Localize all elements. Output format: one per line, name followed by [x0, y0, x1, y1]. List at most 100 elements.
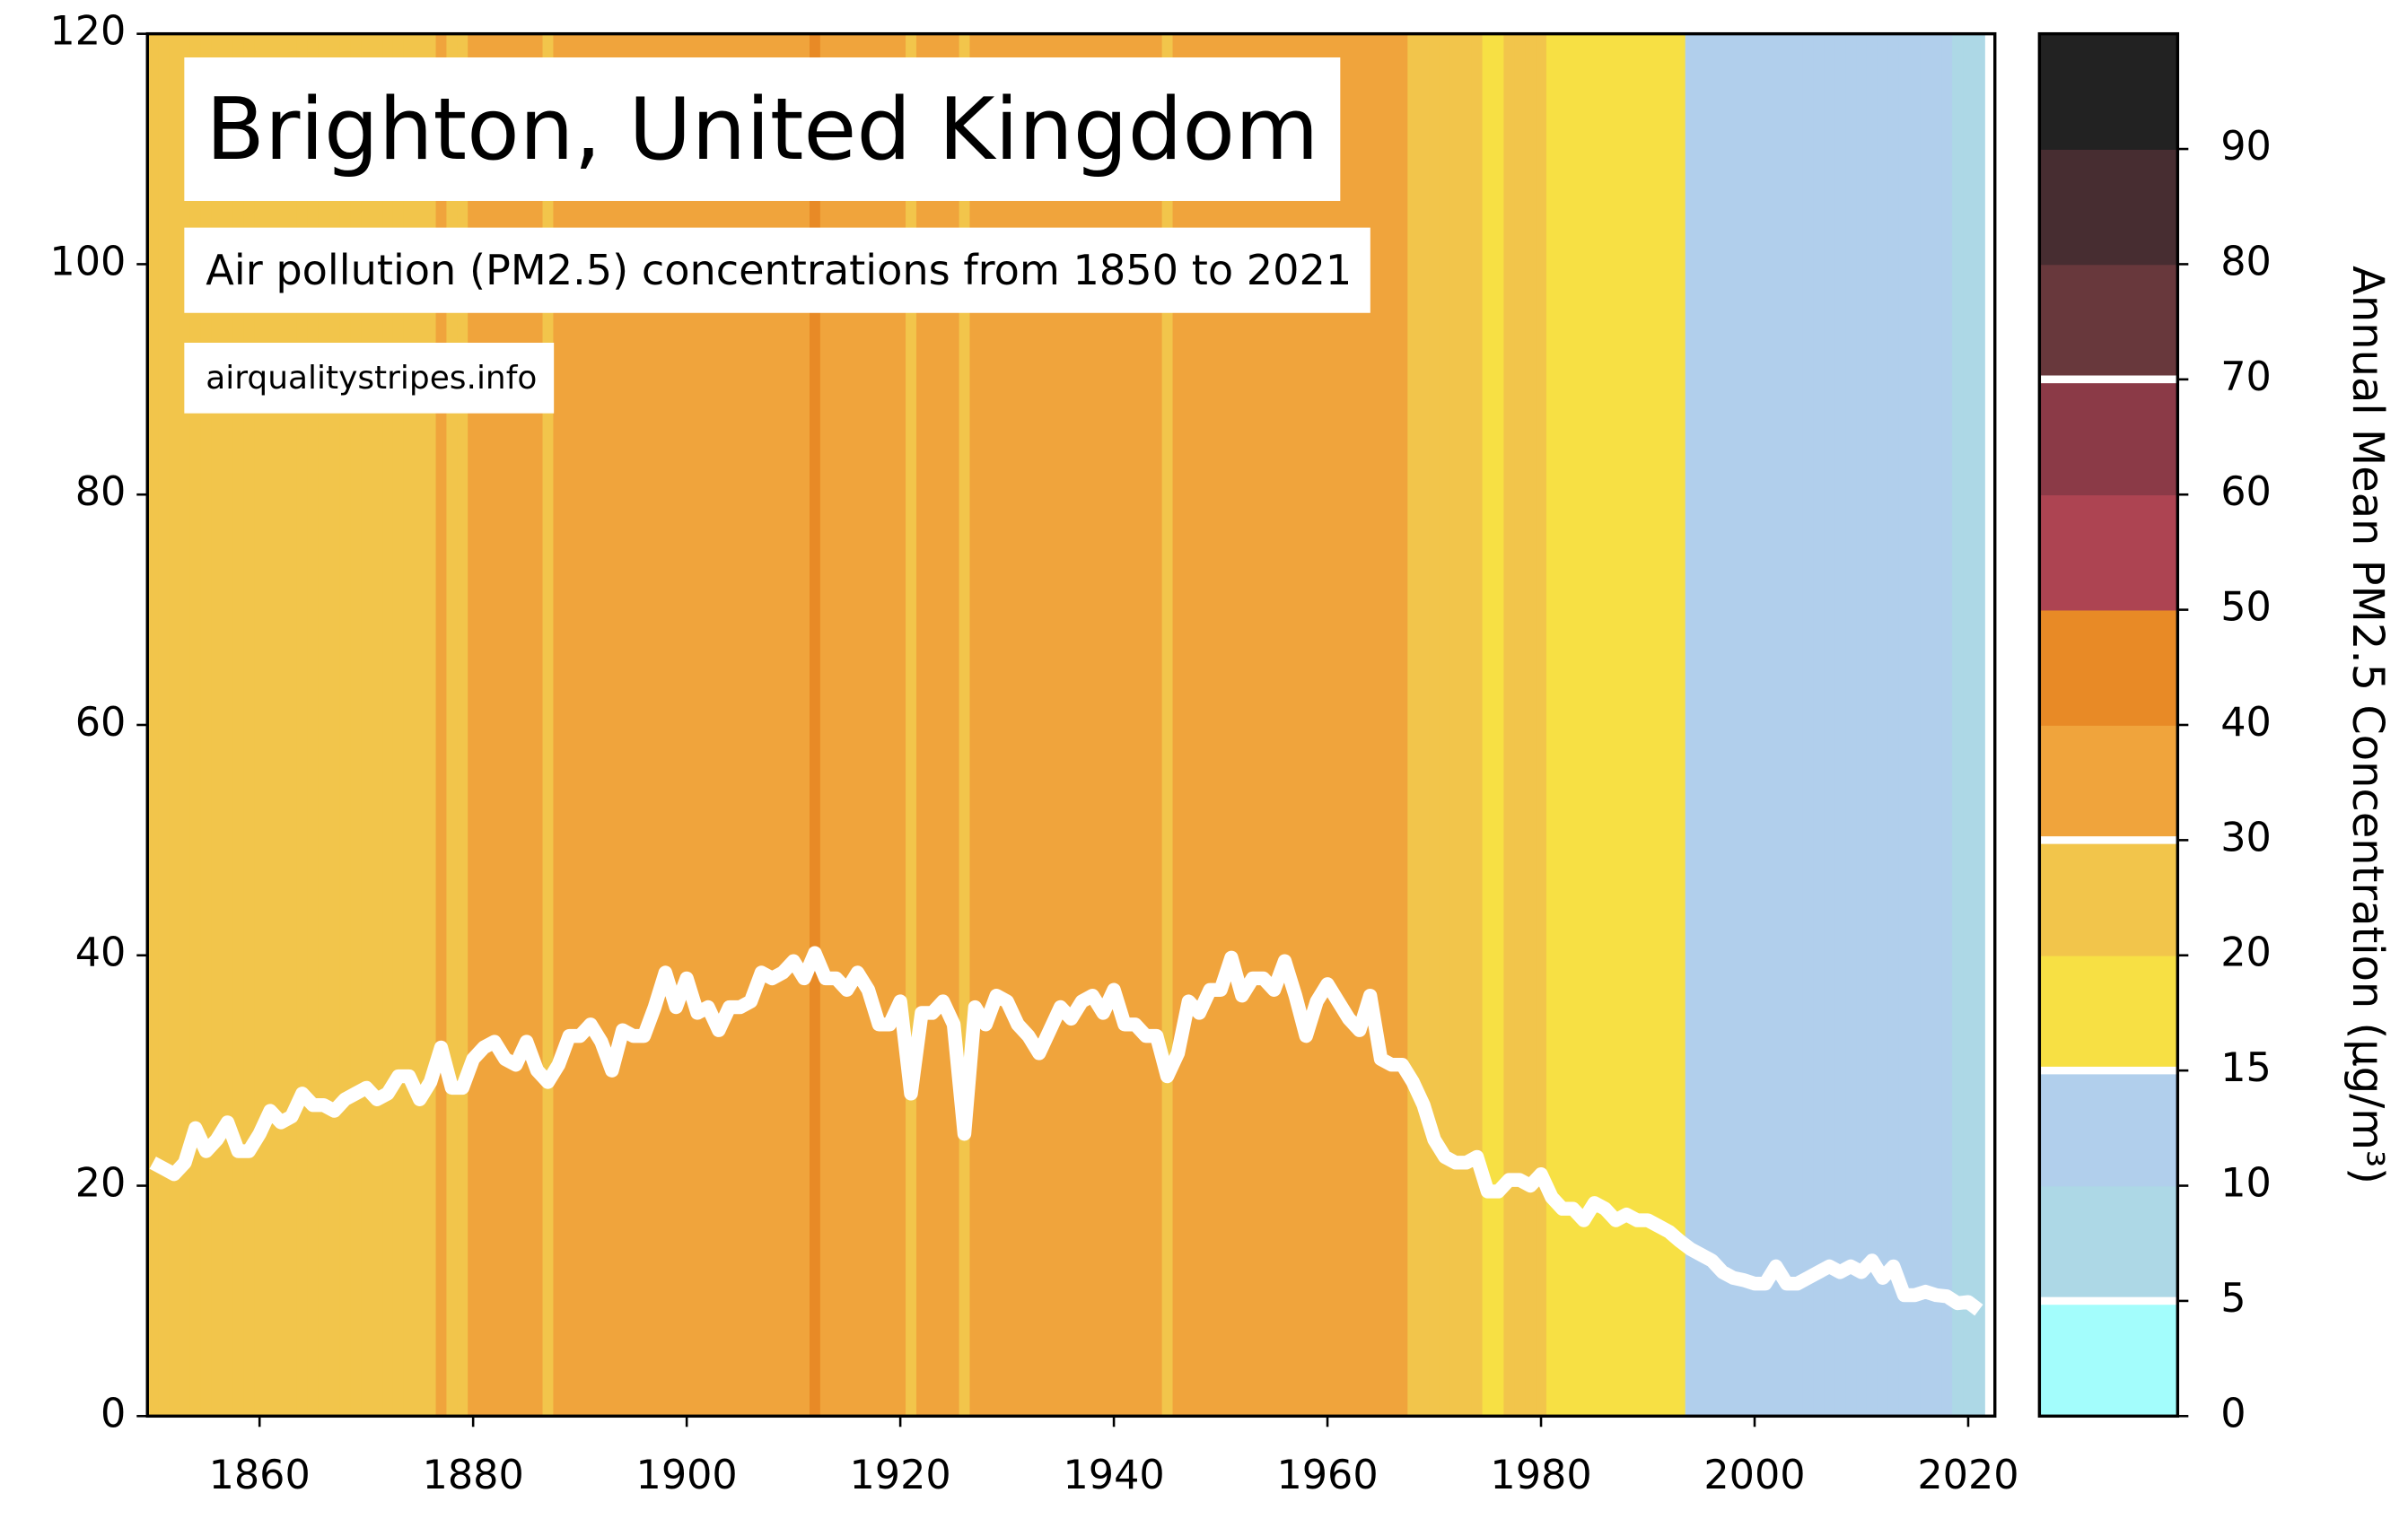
stripe: [1931, 33, 1943, 1417]
stripe: [1749, 33, 1761, 1417]
stripe: [1375, 33, 1388, 1417]
stripe: [169, 33, 180, 1417]
stripe: [1813, 33, 1826, 1417]
stripe: [1108, 33, 1121, 1417]
stripe: [1952, 33, 1965, 1417]
stripe: [1834, 33, 1847, 1417]
stripe: [1685, 33, 1697, 1417]
stripe: [1268, 33, 1281, 1417]
stripe: [1429, 33, 1441, 1417]
y-tick-label: 100: [49, 239, 126, 284]
x-tick-label: 1940: [1063, 1453, 1164, 1498]
title-box: [184, 57, 1341, 201]
stripe: [1343, 33, 1355, 1417]
stripe: [1536, 33, 1548, 1417]
x-tick-label: 1960: [1276, 1453, 1378, 1498]
colorbar-segment: [2039, 1070, 2178, 1187]
stripe: [1845, 33, 1858, 1417]
colorbar-tick-label: 40: [2220, 700, 2272, 746]
stripe: [1449, 33, 1462, 1417]
stripe: [1887, 33, 1900, 1417]
stripe: [1621, 33, 1633, 1417]
stripe: [1781, 33, 1793, 1417]
stripe: [1898, 33, 1911, 1417]
stripe: [1022, 33, 1035, 1417]
colorbar-segment: [2039, 1185, 2178, 1302]
stripe: [1941, 33, 1954, 1417]
colorbar-tick-label: 20: [2220, 930, 2272, 976]
title-boxes: Brighton, United Kingdom Air pollution (…: [184, 57, 1370, 414]
subtitle-box: [184, 227, 1370, 313]
stripe: [1397, 33, 1409, 1417]
stripe: [1353, 33, 1366, 1417]
stripe: [1236, 33, 1248, 1417]
colorbar-segment: [2039, 955, 2178, 1072]
stripe: [745, 33, 757, 1417]
stripe: [819, 33, 832, 1417]
stripe: [1055, 33, 1067, 1417]
stripe: [1407, 33, 1420, 1417]
colorbar-tick-label: 50: [2220, 585, 2272, 631]
x-tick-label: 1860: [209, 1453, 311, 1498]
stripe: [1119, 33, 1131, 1417]
stripe: [937, 33, 950, 1417]
stripe: [1525, 33, 1537, 1417]
stripe: [1129, 33, 1142, 1417]
x-tick-label: 1980: [1490, 1453, 1591, 1498]
stripe: [1909, 33, 1922, 1417]
colorbar-tick-label: 30: [2220, 815, 2272, 860]
x-tick-label: 2020: [1917, 1453, 2018, 1498]
colorbar-tick-label: 10: [2220, 1161, 2272, 1207]
stripe: [670, 33, 683, 1417]
stripe: [723, 33, 736, 1417]
stripe: [1012, 33, 1024, 1417]
x-tick-label: 1900: [636, 1453, 738, 1498]
stripe: [884, 33, 897, 1417]
stripe: [585, 33, 598, 1417]
stripe: [980, 33, 993, 1417]
stripe: [873, 33, 886, 1417]
stripe: [1364, 33, 1377, 1417]
stripe: [1493, 33, 1505, 1417]
stripe: [841, 33, 854, 1417]
stripe: [1545, 33, 1558, 1417]
colorbar-tick-label: 90: [2220, 124, 2272, 170]
stripe: [692, 33, 705, 1417]
stripe: [1610, 33, 1623, 1417]
stripe: [1279, 33, 1292, 1417]
stripe: [788, 33, 801, 1417]
stripe: [1311, 33, 1324, 1417]
colorbar-segment: [2039, 724, 2178, 842]
stripe: [1257, 33, 1270, 1417]
stripe: [1033, 33, 1046, 1417]
stripe: [1663, 33, 1676, 1417]
chart-title: Brighton, United Kingdom: [206, 79, 1318, 179]
stripe: [1599, 33, 1612, 1417]
stripe: [1098, 33, 1110, 1417]
stripe: [1920, 33, 1932, 1417]
colorbar: 0 5 10 15 20 30 40 50 60 70 80 90: [2037, 31, 2272, 1436]
stripe: [1290, 33, 1302, 1417]
stripe: [777, 33, 790, 1417]
colorbar-segment: [2039, 1300, 2178, 1418]
stripe: [1578, 33, 1590, 1417]
stripe: [1824, 33, 1836, 1417]
stripe: [1226, 33, 1238, 1417]
stripe: [1791, 33, 1804, 1417]
colorbar-tick-label: 5: [2220, 1276, 2246, 1322]
stripe: [1706, 33, 1719, 1417]
stripe: [627, 33, 640, 1417]
stripe: [1386, 33, 1398, 1417]
x-tick-label: 1920: [850, 1453, 951, 1498]
stripe: [1503, 33, 1516, 1417]
stripe: [574, 33, 587, 1417]
stripe: [1866, 33, 1878, 1417]
stripe: [1140, 33, 1152, 1417]
stripe: [1076, 33, 1089, 1417]
stripe: [766, 33, 779, 1417]
stripe: [1087, 33, 1099, 1417]
stripe: [734, 33, 747, 1417]
colorbar-tick-label: 70: [2220, 354, 2272, 400]
stripe: [991, 33, 1003, 1417]
